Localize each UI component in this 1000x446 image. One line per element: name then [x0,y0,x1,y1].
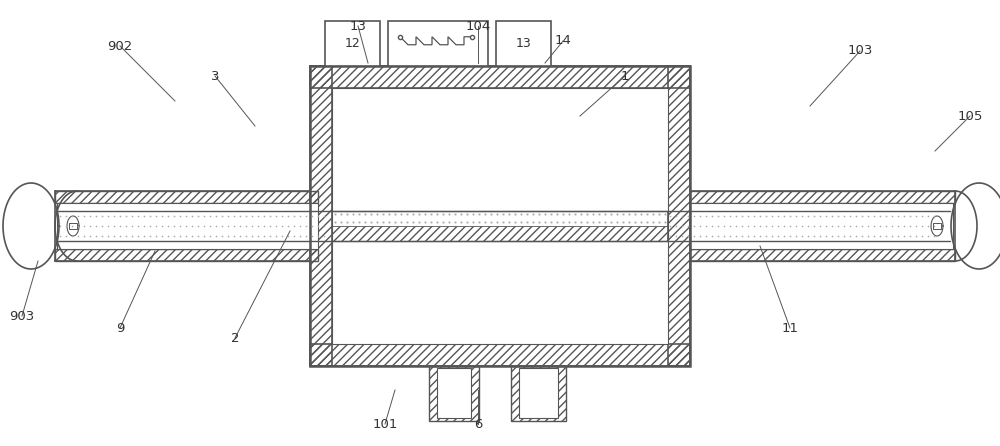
Text: 101: 101 [372,417,398,430]
Bar [388,21,488,66]
Bar [690,203,953,249]
Text: 11: 11 [782,322,798,334]
Bar [310,344,690,366]
Bar [310,66,690,88]
Bar [55,249,318,261]
Bar [332,211,668,241]
Text: 9: 9 [116,322,124,334]
Text: 103: 103 [847,45,873,58]
Bar [332,226,668,241]
Bar [69,223,77,229]
Text: 13: 13 [516,37,531,50]
Text: 104: 104 [465,20,491,33]
Bar [437,368,471,418]
Bar [325,21,380,66]
Bar [332,241,668,344]
Bar [310,66,332,366]
Bar [57,203,318,249]
Bar [690,191,955,203]
Text: 903: 903 [9,310,35,322]
Text: 1: 1 [621,70,629,83]
Text: 3: 3 [211,70,219,83]
Text: 902: 902 [107,40,133,53]
Text: 105: 105 [957,110,983,123]
Bar [496,21,551,66]
Bar [429,366,479,421]
Text: 12: 12 [345,37,360,50]
Text: 6: 6 [474,417,482,430]
Bar [332,88,668,211]
Bar [310,66,690,366]
Text: 14: 14 [555,34,571,48]
Bar [933,223,941,229]
Bar [668,66,690,366]
Bar [518,368,558,418]
Text: 2: 2 [231,331,239,344]
Bar [55,191,318,203]
Bar [690,249,955,261]
Text: 13: 13 [350,20,366,33]
Bar [511,366,566,421]
